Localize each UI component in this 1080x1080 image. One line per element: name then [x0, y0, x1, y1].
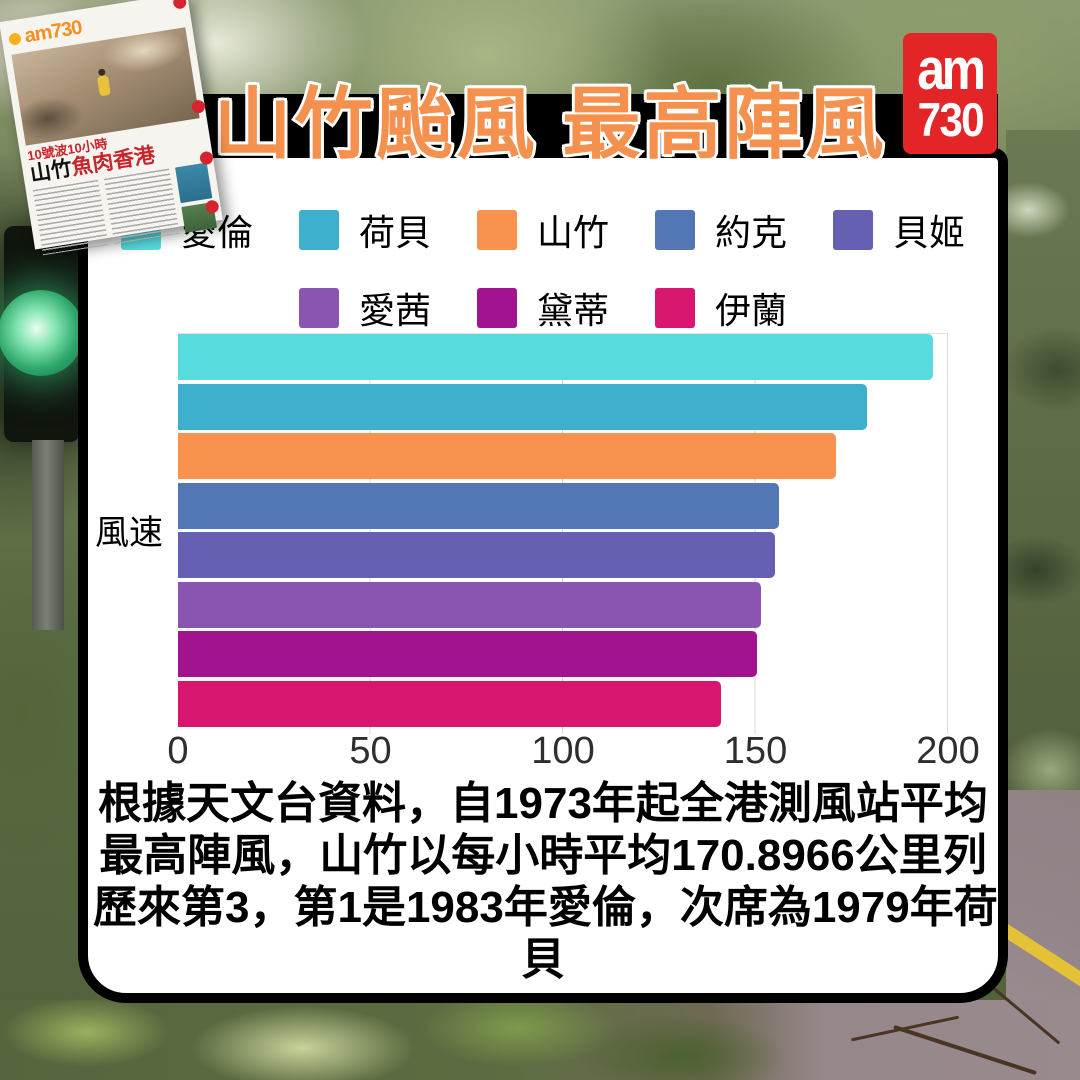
- title-banner: [192, 94, 998, 152]
- bar-黛蒂: [178, 631, 758, 677]
- legend-swatch: [655, 288, 695, 328]
- traffic-light-pole: [32, 440, 64, 630]
- legend-swatch: [476, 288, 517, 328]
- chart-card: 愛倫 荷貝 山竹 約克 貝姬 愛茜 黛蒂 伊蘭 風速 0 50 100 150 200 根據天文台資料…: [78, 148, 1008, 1003]
- bar-荷貝: [178, 383, 868, 430]
- bar-貝姬: [178, 532, 775, 578]
- legend-label: 伊蘭: [715, 290, 788, 331]
- x-axis: 0 50 100 150 200: [167, 730, 979, 778]
- background-road: [1006, 790, 1080, 1020]
- x-tick-200: 200: [916, 730, 980, 772]
- legend-item-貝姬: 貝姬: [833, 204, 965, 256]
- bar-山竹: [178, 433, 836, 479]
- legend-label: 貝姬: [893, 212, 966, 253]
- logo-text-730: 730: [917, 92, 984, 146]
- legend-swatch: [833, 210, 874, 250]
- legend-swatch: [298, 288, 339, 328]
- legend-swatch: [298, 210, 339, 250]
- traffic-light-green-lamp: [0, 290, 84, 376]
- caption-line: 根據天文台資料，自1973年起全港測風站平均: [98, 779, 988, 828]
- x-tick-100: 100: [531, 730, 595, 772]
- photo-column: [175, 162, 218, 234]
- text-column: [104, 168, 180, 245]
- newspaper-clipping: am730 10號波10小時 山竹魚肉香港: [0, 0, 223, 256]
- background-fallen-branches: [0, 1000, 1080, 1080]
- legend-label: 黛蒂: [536, 290, 609, 331]
- legend-row-1: 愛倫 荷貝 山竹 約克 貝姬: [88, 204, 998, 256]
- bar-約克: [178, 482, 779, 529]
- plot-area: [178, 333, 948, 734]
- y-axis-label: 風速: [95, 514, 163, 552]
- mini-photo: [175, 162, 213, 204]
- legend-label: 山竹: [536, 212, 609, 253]
- legend-row-2: 愛茜 黛蒂 伊蘭: [88, 282, 998, 334]
- am730-sun-icon: [8, 31, 22, 46]
- person-figure: [96, 74, 111, 97]
- x-tick-150: 150: [723, 730, 788, 772]
- legend-label: 愛茜: [358, 290, 431, 331]
- legend-item-伊蘭: 伊蘭: [655, 282, 787, 334]
- am730-logo: am 730: [903, 33, 997, 154]
- legend-item-山竹: 山竹: [476, 204, 609, 256]
- legend-item-愛茜: 愛茜: [298, 282, 431, 334]
- legend-item-荷貝: 荷貝: [298, 204, 431, 256]
- bar-伊蘭: [178, 680, 721, 727]
- x-tick-0: 0: [167, 730, 189, 772]
- traffic-light: [0, 226, 84, 442]
- legend-swatch: [655, 210, 695, 250]
- logo-text-am: am: [917, 37, 986, 103]
- legend-label: 約克: [715, 212, 788, 253]
- headline-black: 山竹: [28, 157, 74, 187]
- bar-愛倫: [178, 334, 933, 380]
- newspaper-masthead: am730: [22, 16, 84, 48]
- text-column: [32, 180, 109, 256]
- bar-愛茜: [178, 581, 762, 628]
- caption-line: 最高陣風，山竹以每小時平均170.8966公里列: [99, 831, 987, 880]
- legend-item-約克: 約克: [655, 204, 787, 256]
- legend-swatch: [476, 210, 517, 250]
- legend-label: 荷貝: [358, 212, 431, 253]
- legend-item-黛蒂: 黛蒂: [476, 282, 609, 334]
- page-title: 山竹颱風 最高陣風: [211, 78, 887, 171]
- x-tick-50: 50: [349, 730, 392, 772]
- caption: 根據天文台資料，自1973年起全港測風站平均 最高陣風，山竹以每小時平均170.8…: [93, 778, 998, 986]
- chart-legend: 愛倫 荷貝 山竹 約克 貝姬 愛茜 黛蒂 伊蘭: [88, 204, 998, 360]
- caption-line: 歷來第3，第1是1983年愛倫，次席為1979年荷: [93, 883, 998, 932]
- caption-line: 貝: [521, 935, 565, 984]
